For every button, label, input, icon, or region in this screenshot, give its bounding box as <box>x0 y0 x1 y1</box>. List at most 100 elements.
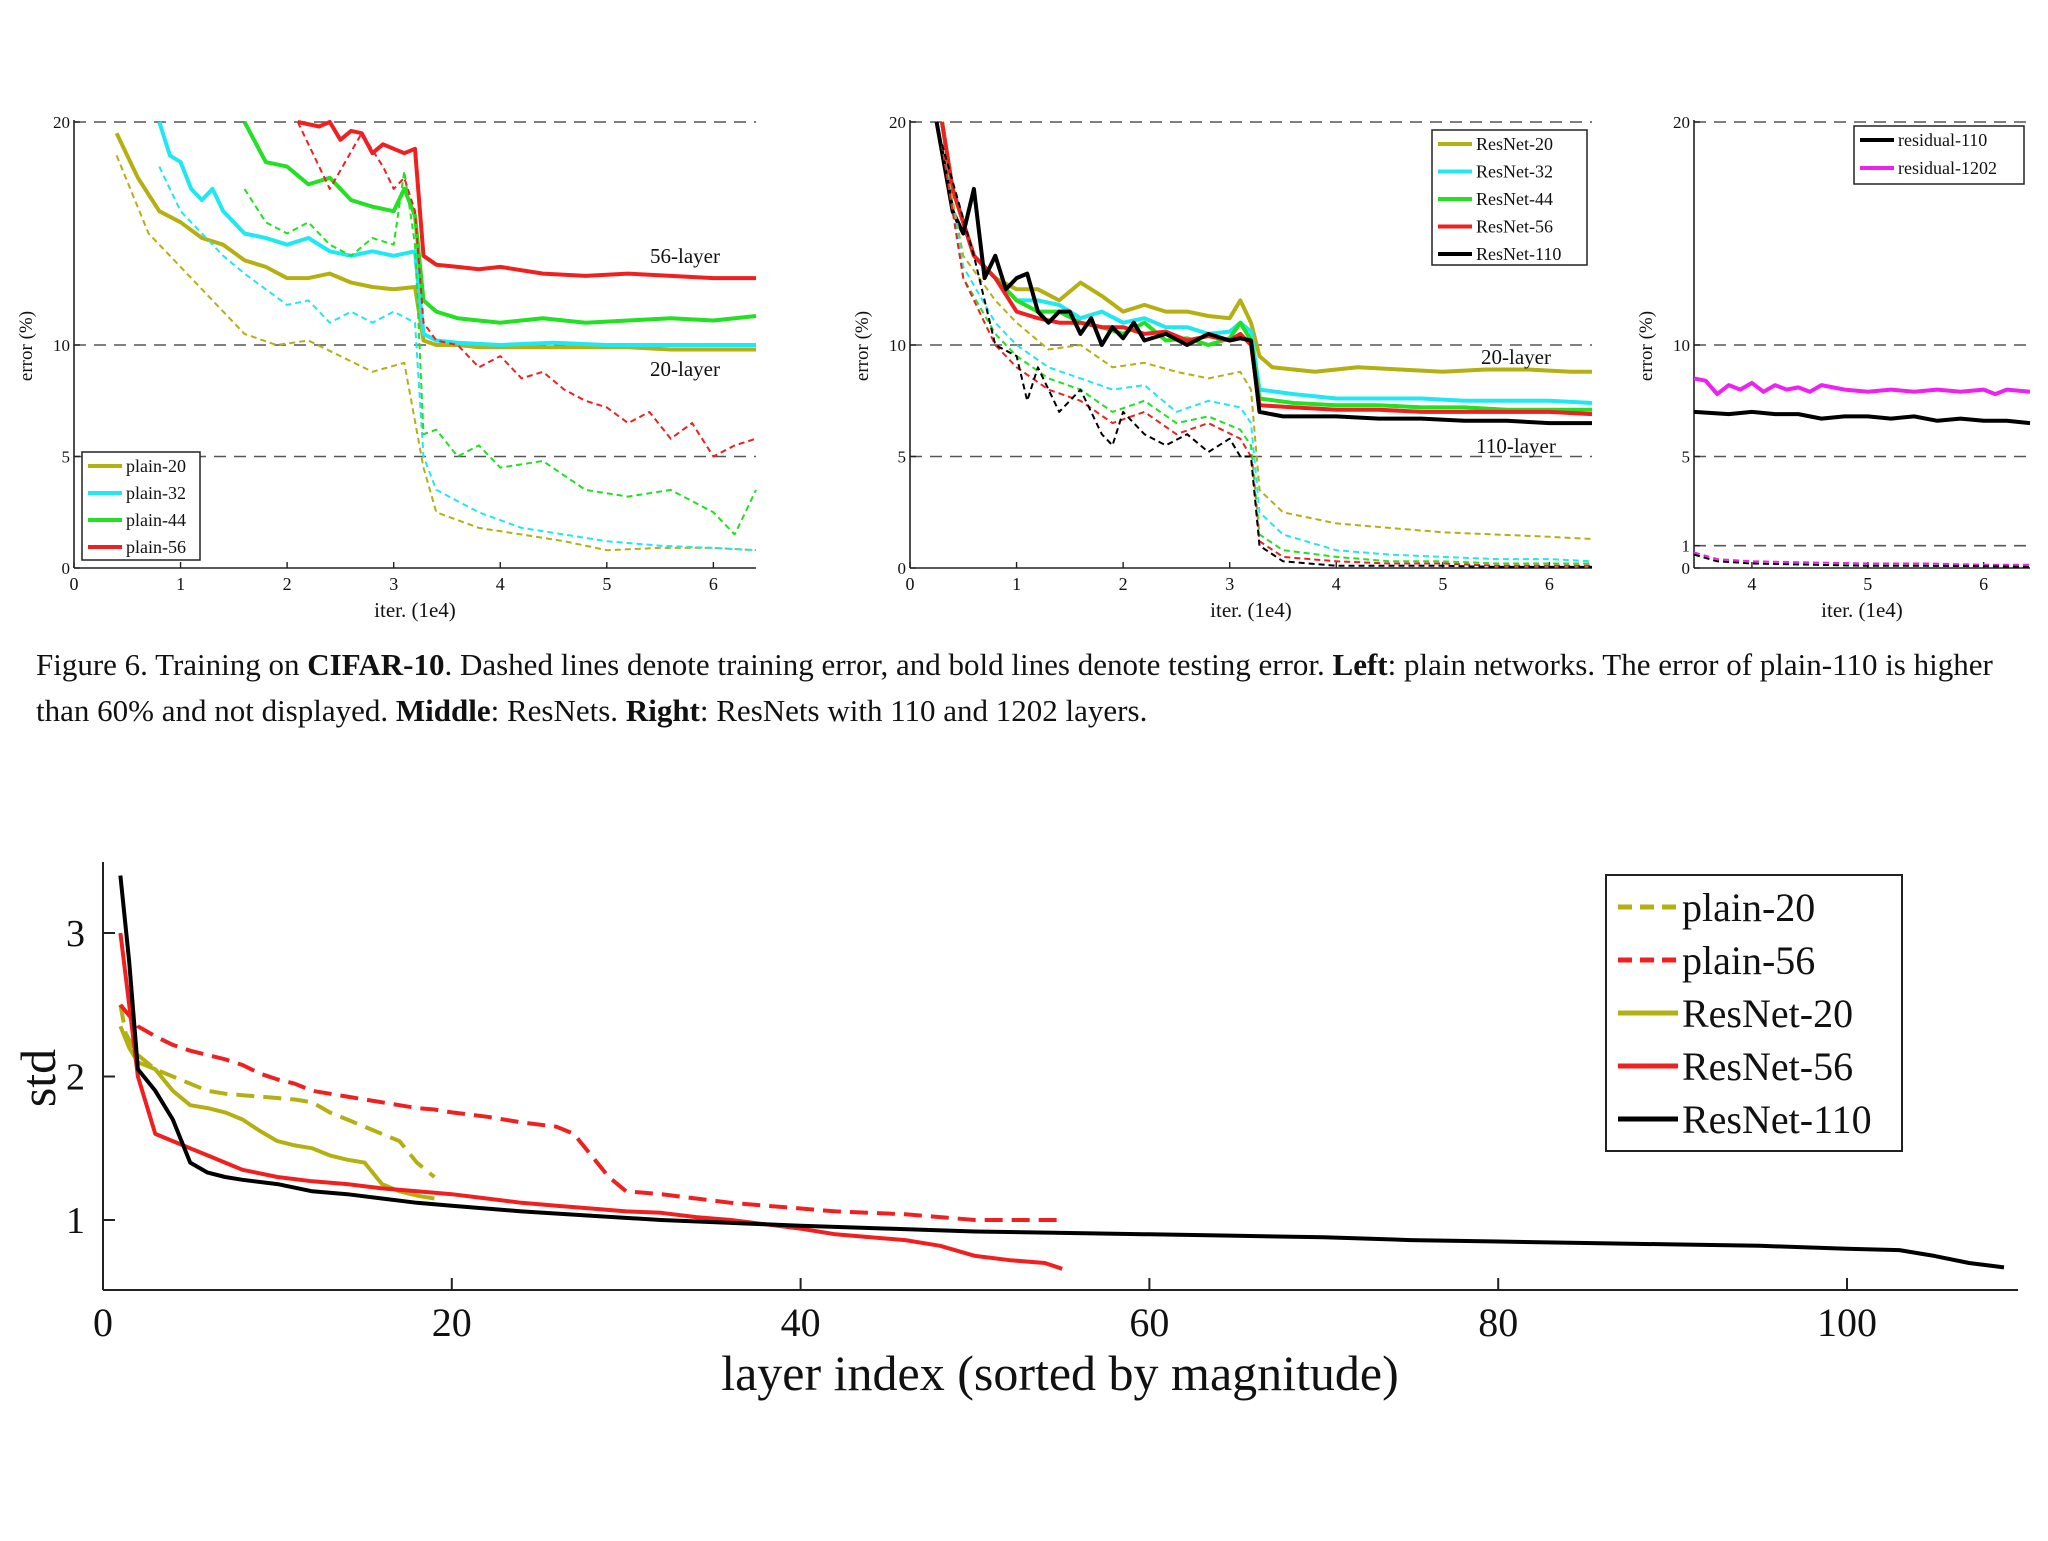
series-line-resnet-110 <box>118 875 2005 1270</box>
x-axis-label: iter. (1e4) <box>374 598 456 622</box>
legend-label: ResNet-110 <box>1476 244 1561 264</box>
x-tick-label: 3 <box>1225 574 1234 594</box>
x-tick-label: 0 <box>70 574 79 594</box>
y-tick-label: 10 <box>53 336 70 355</box>
legend-label: plain-56 <box>1682 938 1815 983</box>
y-tick-label: 10 <box>1673 336 1690 355</box>
x-tick-label: 6 <box>1545 574 1554 594</box>
figure-caption: Figure 6. Training on CIFAR-10. Dashed l… <box>36 642 2026 734</box>
x-tick-label: 0 <box>93 1300 113 1345</box>
x-tick-label: 20 <box>432 1300 472 1345</box>
series-line-plain-20-test <box>114 132 756 352</box>
x-tick-label: 40 <box>781 1300 821 1345</box>
x-tick-label: 6 <box>709 574 718 594</box>
series-line-resnet-20 <box>118 1025 435 1201</box>
series-line-residual-110-train <box>1693 553 2031 568</box>
series-line-plain-32-test <box>157 121 756 347</box>
legend-label: plain-56 <box>126 537 186 557</box>
series-line-resnet-44-train <box>941 144 1592 565</box>
legend-label: ResNet-56 <box>1476 217 1553 237</box>
caption-right-text: : ResNets with 110 and 1202 layers. <box>699 693 1148 728</box>
caption-sentence1: . Dashed lines denote training error, an… <box>444 647 1325 682</box>
y-tick-label: 20 <box>53 113 70 132</box>
annotation-label: 20-layer <box>1481 345 1551 369</box>
y-tick-label: 3 <box>66 913 85 955</box>
legend-label: ResNet-56 <box>1682 1044 1853 1089</box>
legend-label: plain-20 <box>126 456 186 476</box>
y-axis-label: error (%) <box>1636 311 1657 381</box>
series-line-plain-56-test <box>297 120 756 281</box>
x-tick-label: 80 <box>1478 1300 1518 1345</box>
y-tick-label: 0 <box>62 559 71 578</box>
annotation-label: 56-layer <box>650 244 720 268</box>
y-tick-label: 10 <box>889 336 906 355</box>
series-line-resnet-110-test <box>934 121 1592 426</box>
x-tick-label: 4 <box>1747 574 1756 594</box>
x-tick-label: 5 <box>1438 574 1447 594</box>
legend-label: ResNet-20 <box>1682 991 1853 1036</box>
series-line-plain-56-train <box>296 121 757 458</box>
annotation-label: 110-layer <box>1476 434 1556 458</box>
legend-box <box>81 451 201 561</box>
caption-right-label: Right <box>625 693 700 728</box>
legend-label: plain-32 <box>126 483 186 503</box>
x-tick-label: 3 <box>389 574 398 594</box>
y-tick-label: 5 <box>898 448 907 467</box>
x-tick-label: 60 <box>1129 1300 1169 1345</box>
legend-box <box>1853 125 2025 185</box>
x-tick-label: 100 <box>1817 1300 1877 1345</box>
series-line-resnet-20-test <box>940 121 1592 374</box>
caption-middle-label: Middle <box>395 693 491 728</box>
caption-middle-text: : ResNets. <box>490 693 619 728</box>
caption-dataset: CIFAR-10 <box>307 647 445 682</box>
x-tick-label: 0 <box>906 574 915 594</box>
y-tick-label: 20 <box>1673 113 1690 132</box>
caption-prefix: Figure 6. Training on <box>36 647 300 682</box>
legend-label: residual-110 <box>1898 130 1987 150</box>
y-axis-label: error (%) <box>852 311 873 381</box>
legend-label: ResNet-20 <box>1476 134 1553 154</box>
x-tick-label: 2 <box>1119 574 1128 594</box>
legend-label: ResNet-44 <box>1476 189 1553 209</box>
y-tick-label: 20 <box>889 113 906 132</box>
y-tick-label: 0 <box>1682 559 1691 578</box>
series-line-resnet-110-train <box>941 144 1592 568</box>
series-line-residual-110-test <box>1693 409 2031 426</box>
legend-label: residual-1202 <box>1898 158 1997 178</box>
y-tick-label: 5 <box>1682 448 1691 467</box>
series-line-plain-32-train <box>158 166 757 552</box>
y-tick-label: 5 <box>62 448 71 467</box>
series-line-plain-20-train <box>115 155 757 552</box>
series-line-resnet-32-train <box>941 144 1593 563</box>
y-tick-label: 1 <box>66 1200 85 1242</box>
x-tick-label: 6 <box>1979 574 1988 594</box>
x-tick-label: 5 <box>602 574 611 594</box>
y-axis-label: error (%) <box>16 311 37 381</box>
x-tick-label: 1 <box>1012 574 1021 594</box>
x-tick-label: 4 <box>1332 574 1341 594</box>
y-axis-label: std <box>10 1049 66 1107</box>
y-tick-label: 2 <box>66 1057 85 1099</box>
series-line-plain-56 <box>118 1003 1063 1222</box>
caption-left-label: Left <box>1332 647 1388 682</box>
series-line-plain-44-test <box>242 121 757 325</box>
annotation-label: 20-layer <box>650 357 720 381</box>
y-tick-label: 0 <box>898 559 907 578</box>
legend-label: plain-20 <box>1682 885 1815 930</box>
x-axis-label: layer index (sorted by magnitude) <box>721 1345 1399 1401</box>
x-tick-label: 2 <box>283 574 292 594</box>
legend-label: ResNet-32 <box>1476 162 1553 182</box>
x-axis-label: iter. (1e4) <box>1821 598 1903 622</box>
series-line-plain-20 <box>118 1004 436 1179</box>
legend-label: ResNet-110 <box>1682 1097 1872 1142</box>
x-tick-label: 4 <box>496 574 505 594</box>
x-tick-label: 1 <box>176 574 185 594</box>
y-tick-label: 1 <box>1682 537 1691 556</box>
legend-label: plain-44 <box>126 510 186 530</box>
x-tick-label: 5 <box>1863 574 1872 594</box>
series-line-residual-1202-test <box>1693 376 2031 397</box>
x-axis-label: iter. (1e4) <box>1210 598 1292 622</box>
series-line-residual-1202-train <box>1693 551 2030 566</box>
caption-left-text: : plain networks. The error of plain-110… <box>36 647 1993 728</box>
